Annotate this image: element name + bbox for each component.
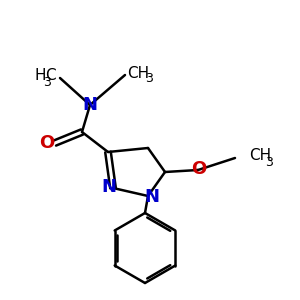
Text: N: N — [82, 96, 98, 114]
Text: O: O — [39, 134, 55, 152]
Text: C: C — [45, 68, 56, 83]
Text: CH: CH — [127, 65, 149, 80]
Text: N: N — [145, 188, 160, 206]
Text: O: O — [191, 160, 207, 178]
Text: N: N — [101, 178, 116, 196]
Text: 3: 3 — [265, 155, 273, 169]
Text: CH: CH — [249, 148, 271, 164]
Text: 3: 3 — [43, 76, 51, 88]
Text: 3: 3 — [145, 73, 153, 85]
Text: H: H — [34, 68, 46, 83]
